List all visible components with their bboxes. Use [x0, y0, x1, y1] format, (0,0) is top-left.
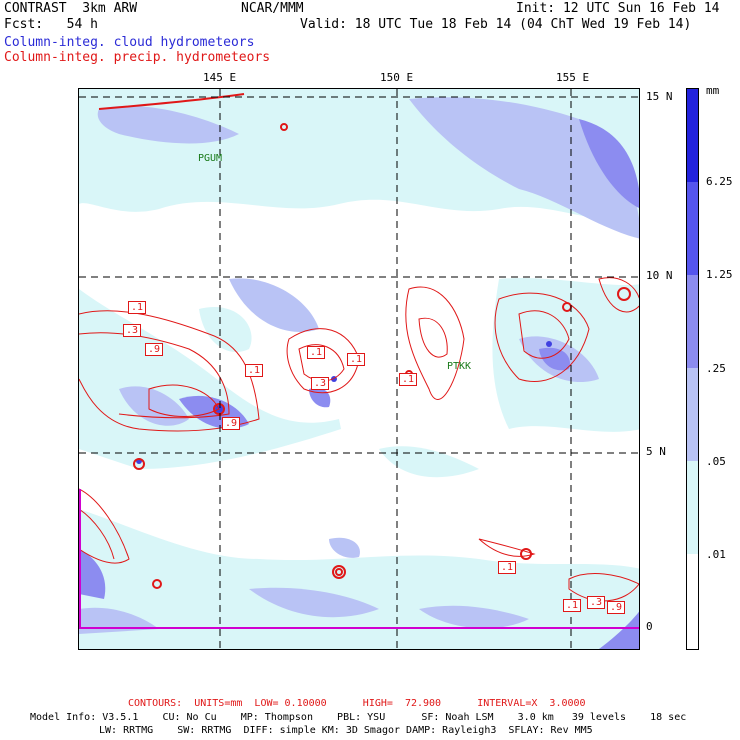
colorbar-label-.05: .05	[706, 455, 726, 468]
colorbar-label-6.25: 6.25	[706, 175, 733, 188]
colorbar-seg-6	[687, 554, 698, 649]
agency-label: NCAR/MMM	[241, 1, 304, 16]
forecast-hour: Fcst: 54 h	[4, 17, 98, 32]
contour-label: .9	[607, 601, 626, 614]
contour-label: .1	[399, 373, 418, 386]
colorbar-unit: mm	[706, 84, 720, 97]
model-info-1: Model Info: V3.5.1 CU: No Cu MP: Thompso…	[30, 712, 687, 723]
colorbar-label-.25: .25	[706, 362, 726, 375]
contour-label: .3	[587, 596, 606, 609]
contour-label: .1	[307, 346, 326, 359]
domain-boundary	[79, 489, 639, 629]
colorbar-label-1.25: 1.25	[706, 268, 733, 281]
contour-label: .1	[563, 599, 582, 612]
lat-label-10n: 10 N	[646, 269, 673, 282]
contour-label: .1	[128, 301, 147, 314]
colorbar-seg-2	[687, 182, 698, 275]
lon-label-150: 150 E	[380, 71, 414, 84]
lat-label-5n: 5 N	[646, 445, 666, 458]
contour-label: .3	[123, 324, 142, 337]
colorbar-seg-4	[687, 368, 698, 461]
contour-label: .1	[498, 561, 517, 574]
station-pgum: PGUM	[198, 153, 223, 164]
contour-label: .9	[145, 343, 164, 356]
valid-time: Valid: 18 UTC Tue 18 Feb 14 (04 ChT Wed …	[300, 17, 692, 32]
lat-label-15n: 15 N	[646, 90, 673, 103]
contour-info: CONTOURS: UNITS=mm LOW= 0.10000 HIGH= 72…	[128, 698, 586, 709]
colorbar	[686, 88, 699, 650]
model-info-2: LW: RRTMG SW: RRTMG DIFF: simple KM: 3D …	[99, 725, 593, 736]
station-ptkk: PTKK	[447, 361, 472, 372]
init-time: Init: 12 UTC Sun 16 Feb 14	[516, 1, 720, 16]
contour-label: .3	[311, 377, 330, 390]
legend-cloud: Column-integ. cloud hydrometeors	[4, 35, 255, 50]
map-panel: PGUM PTKK .1 .3 .9 .1 .1 .1 .3 .9 .1 .1 …	[78, 88, 640, 650]
lon-label-145: 145 E	[203, 71, 237, 84]
graticule	[79, 89, 639, 649]
colorbar-seg-3	[687, 275, 698, 368]
contour-label: .1	[347, 353, 366, 366]
product-title: CONTRAST 3km ARW	[4, 1, 138, 16]
contour-label: .9	[222, 417, 241, 430]
colorbar-seg-1	[687, 89, 698, 182]
cloud-fill-core	[136, 341, 552, 464]
lon-label-155: 155 E	[556, 71, 590, 84]
legend-precip: Column-integ. precip. hydrometeors	[4, 50, 271, 65]
colorbar-label-.01: .01	[706, 548, 726, 561]
contour-label: .1	[245, 364, 264, 377]
colorbar-seg-5	[687, 461, 698, 554]
map-drawing	[79, 89, 639, 649]
lat-label-0: 0	[646, 620, 653, 633]
